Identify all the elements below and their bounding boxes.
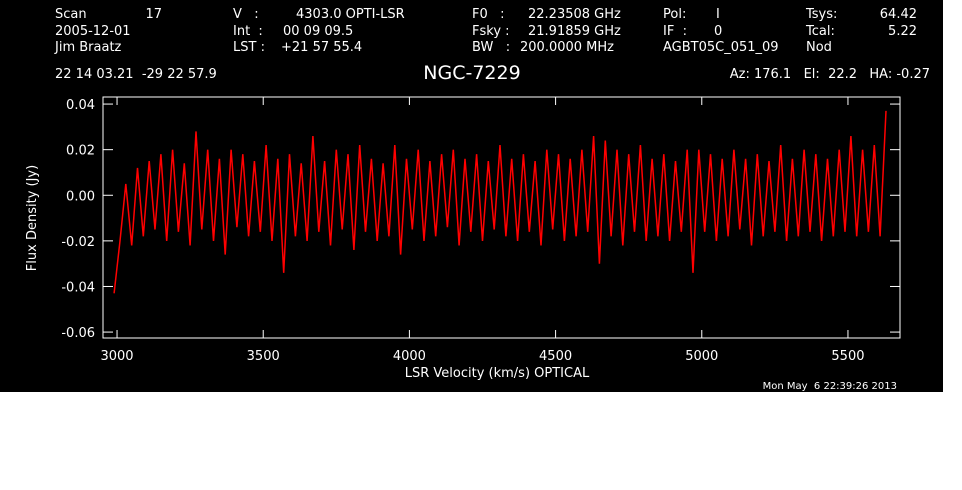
header-text: 00 09 09.5	[283, 24, 353, 39]
header-text: F0 :	[472, 7, 505, 22]
header-text: BW :	[472, 40, 510, 55]
header-text: LST :	[233, 40, 265, 55]
header-text: 17	[145, 7, 162, 22]
y-tick-label: 0.04	[66, 98, 95, 113]
pointing: Az: 176.1 El: 22.2 HA: -0.27	[730, 67, 930, 82]
coordinates: 22 14 03.21 -29 22 57.9	[55, 67, 217, 82]
timestamp: Mon May 6 22:39:26 2013	[763, 381, 897, 392]
header-text: 4303.0 OPTI-LSR	[296, 7, 405, 22]
header-text: V :	[233, 7, 259, 22]
header-text: 21.91859 GHz	[528, 24, 621, 39]
header-text: AGBT05C_051_09	[663, 40, 779, 55]
header-text: Tsys:	[805, 7, 837, 22]
header-text: Pol:	[663, 7, 686, 22]
header-text: Tcal:	[805, 24, 835, 39]
y-tick-label: -0.06	[61, 326, 95, 341]
y-tick-label: 0.02	[66, 144, 95, 159]
y-tick-label: -0.02	[61, 235, 95, 250]
y-tick-label: 0.00	[66, 189, 95, 204]
header-text: 0	[714, 24, 722, 39]
x-axis-label: LSR Velocity (km/s) OPTICAL	[405, 366, 590, 381]
header-text: Nod	[806, 40, 832, 55]
y-tick-label: -0.04	[61, 280, 95, 295]
header-text: 200.0000 MHz	[520, 40, 614, 55]
plot-frame	[102, 96, 901, 339]
header-text: Scan	[55, 7, 87, 22]
y-axis-label: Flux Density (Jy)	[25, 165, 40, 271]
chart-title: NGC-7229	[423, 62, 520, 84]
header-text: Int :	[233, 24, 263, 39]
x-tick-label: 4000	[393, 349, 426, 364]
x-tick-label: 4500	[539, 349, 572, 364]
x-tick-label: 5000	[685, 349, 718, 364]
header-text: Fsky :	[472, 24, 510, 39]
header-text: IF :	[663, 24, 687, 39]
header-text: 64.42	[880, 7, 917, 22]
header-text: 22.23508 GHz	[528, 7, 621, 22]
spectrum-line	[113, 110, 887, 294]
header-text: 5.22	[888, 24, 917, 39]
x-tick-label: 3500	[247, 349, 280, 364]
x-tick-label: 5500	[831, 349, 864, 364]
header-text: +21 57 55.4	[281, 40, 362, 55]
header-text: I	[716, 7, 720, 22]
header-text: Jim Braatz	[54, 40, 122, 55]
header-text: 2005-12-01	[55, 24, 131, 39]
x-tick-label: 3000	[100, 349, 133, 364]
